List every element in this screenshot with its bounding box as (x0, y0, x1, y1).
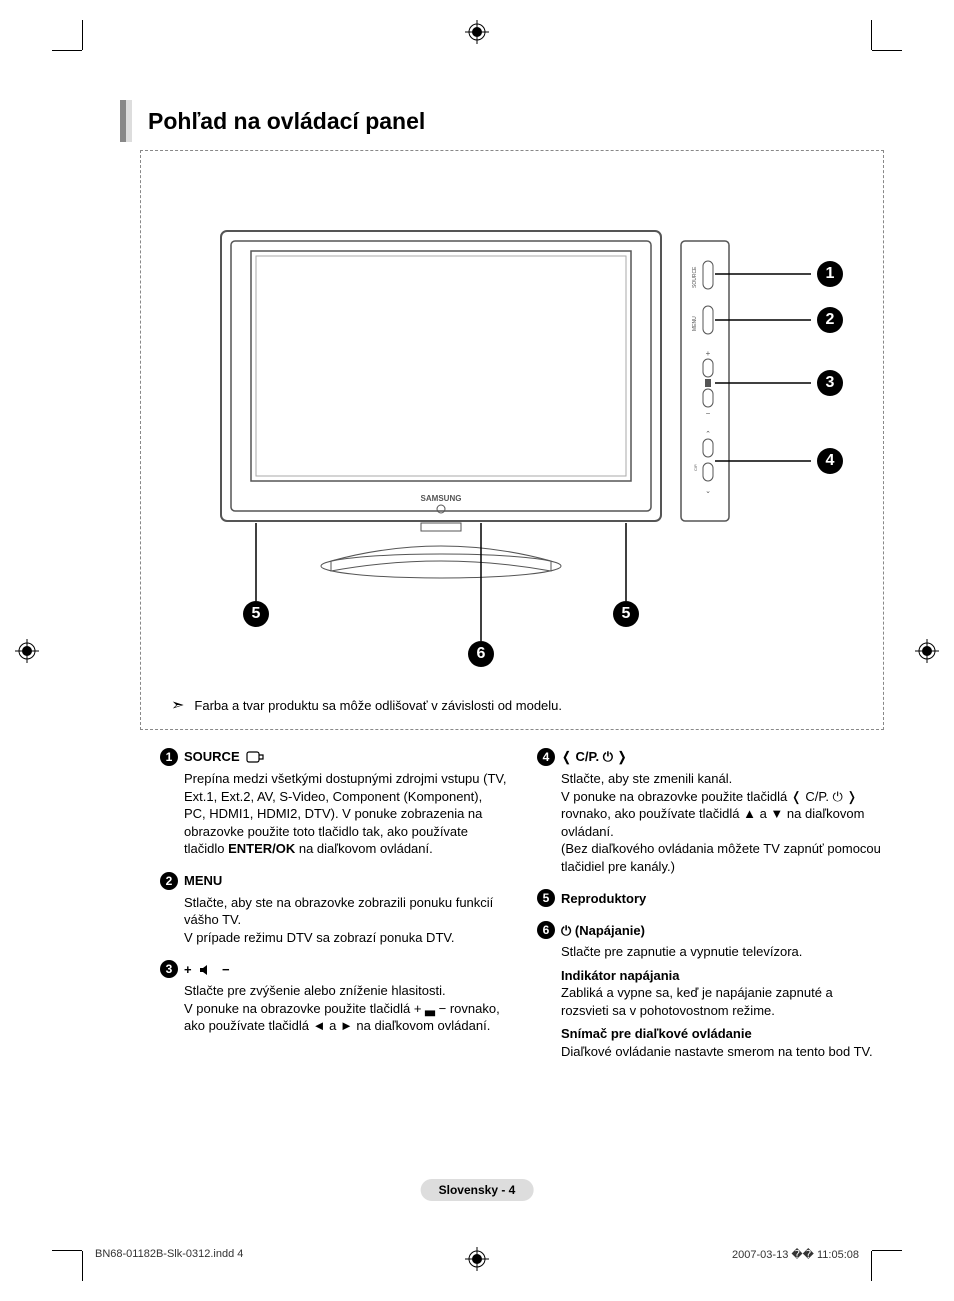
tv-diagram: SAMSUNG SOURCE MENU + − ⌃ C/P. (181, 211, 821, 651)
registration-mark-icon (15, 639, 39, 663)
callout-3: 3 (817, 370, 843, 396)
item-sub1-body: Zabliká a vypne sa, keď je napájanie zap… (561, 984, 884, 1019)
item-num-4: 4 (537, 748, 555, 766)
item-body-4: Stlačte, aby ste zmenili kanál. V ponuke… (561, 770, 884, 875)
item-1: 1 SOURCE Prepína medzi všetkými dostupný… (160, 748, 507, 858)
footer: BN68-01182B-Slk-0312.indd 4 2007-03-13 �… (95, 1248, 859, 1261)
item-3: 3 + − Stlačte pre zvýšenie alebo zníženi… (160, 960, 507, 1035)
registration-mark-icon (465, 20, 489, 44)
volume-icon (199, 965, 215, 975)
callout-2: 2 (817, 307, 843, 333)
item-num-1: 1 (160, 748, 178, 766)
svg-text:MENU: MENU (692, 316, 698, 331)
item-num-3: 3 (160, 960, 178, 978)
item-sub2-title: Snímač pre diaľkové ovládanie (561, 1025, 884, 1043)
note-text: Farba a tvar produktu sa môže odlišovať … (194, 698, 562, 713)
crop-mark (52, 50, 82, 51)
item-title-6: ⏻ (Napájanie) (561, 922, 645, 940)
item-4: 4 ❬ C/P. ⏻ ❭ Stlačte, aby ste zmenili ka… (537, 748, 884, 875)
item-body-1b: na diaľkovom ovládaní. (295, 841, 432, 856)
item-num-5: 5 (537, 889, 555, 907)
item-body-1-bold: ENTER/OK (228, 841, 295, 856)
crop-mark (52, 1250, 82, 1251)
item-sub2-body: Diaľkové ovládanie nastavte smerom na te… (561, 1043, 884, 1061)
item-sub1-title: Indikátor napájania (561, 967, 884, 985)
item-title-2: MENU (184, 872, 222, 890)
crop-mark (871, 1251, 872, 1281)
page-number-label: Slovensky - 4 (421, 1179, 534, 1201)
item-body-3: Stlačte pre zvýšenie alebo zníženie hlas… (184, 982, 507, 1035)
item-5: 5 Reproduktory (537, 889, 884, 907)
callout-1: 1 (817, 261, 843, 287)
item-num-6: 6 (537, 921, 555, 939)
note-arrow-icon: ➣ (171, 695, 184, 715)
callout-6: 6 (468, 641, 494, 667)
item-body-2: Stlačte, aby ste na obrazovke zobrazili … (184, 894, 507, 947)
left-column: 1 SOURCE Prepína medzi všetkými dostupný… (160, 748, 507, 1075)
footer-right: 2007-03-13 �� 11:05:08 (732, 1248, 859, 1261)
svg-text:⌄: ⌄ (705, 488, 711, 495)
diagram-box: SAMSUNG SOURCE MENU + − ⌃ C/P. (140, 150, 884, 730)
item-6: 6 ⏻ (Napájanie) Stlačte pre zapnutie a v… (537, 921, 884, 1060)
item-num-2: 2 (160, 872, 178, 890)
crop-mark (872, 1250, 902, 1251)
right-column: 4 ❬ C/P. ⏻ ❭ Stlačte, aby ste zmenili ka… (537, 748, 884, 1075)
svg-text:+: + (706, 349, 711, 358)
item-title-1: SOURCE (184, 748, 240, 766)
title-row: Pohľad na ovládací panel (120, 100, 884, 142)
crop-mark (82, 1251, 83, 1281)
description-columns: 1 SOURCE Prepína medzi všetkými dostupný… (160, 748, 884, 1075)
item-title-5: Reproduktory (561, 890, 646, 908)
diagram-note: ➣ Farba a tvar produktu sa môže odlišova… (171, 695, 562, 715)
svg-text:C/P.: C/P. (693, 464, 698, 471)
crop-mark (82, 20, 83, 50)
footer-left: BN68-01182B-Slk-0312.indd 4 (95, 1248, 243, 1261)
svg-text:−: − (706, 409, 711, 418)
crop-mark (872, 50, 902, 51)
callout-5-right: 5 (613, 601, 639, 627)
svg-text:SOURCE: SOURCE (692, 266, 698, 288)
brand-label: SAMSUNG (421, 494, 462, 503)
registration-mark-icon (915, 639, 939, 663)
callout-5-left: 5 (243, 601, 269, 627)
callout-4: 4 (817, 448, 843, 474)
item-2: 2 MENU Stlačte, aby ste na obrazovke zob… (160, 872, 507, 947)
item-title-4: ❬ C/P. ⏻ ❭ (561, 748, 628, 766)
item-title-3: + − (184, 961, 230, 979)
item-body-6: Stlačte pre zapnutie a vypnutie televízo… (561, 943, 884, 961)
page-title: Pohľad na ovládací panel (148, 108, 425, 135)
source-icon (246, 751, 264, 763)
crop-mark (871, 20, 872, 50)
svg-text:⌃: ⌃ (705, 430, 711, 438)
